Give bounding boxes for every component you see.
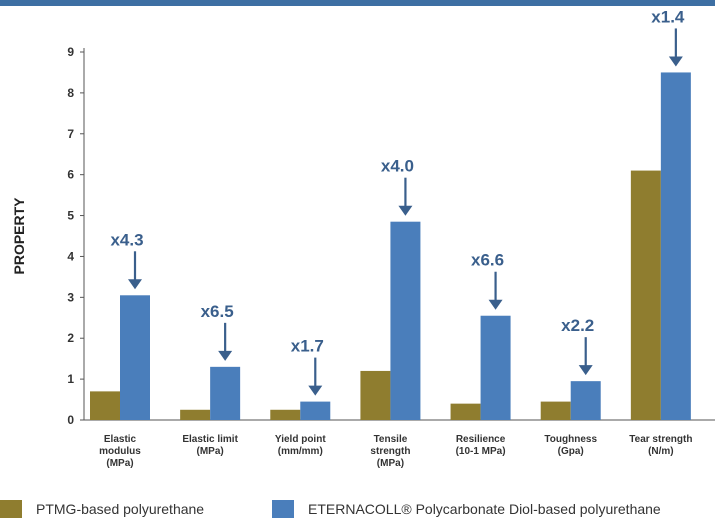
bar-eternacoll	[480, 315, 511, 420]
annotation-label: x2.2	[561, 316, 594, 335]
bar-eternacoll	[390, 221, 421, 420]
legend-label-eternacoll: ETERNACOLL® Polycarbonate Diol-based pol…	[308, 501, 661, 517]
y-tick-label: 4	[67, 249, 74, 263]
bar-eternacoll	[660, 72, 691, 420]
x-tick-label: (MPa)	[106, 458, 133, 469]
x-tick-label: Yield point	[275, 434, 326, 445]
x-tick-label: Toughness	[544, 434, 597, 445]
legend-label-ptmg: PTMG-based polyurethane	[36, 501, 205, 517]
x-tick-label: Elastic limit	[182, 434, 238, 445]
annotation-label: x6.5	[201, 302, 234, 321]
top-accent-bar	[0, 0, 715, 6]
y-tick-label: 0	[67, 413, 74, 427]
bar-ptmg	[360, 370, 391, 420]
legend-swatch-ptmg	[0, 500, 22, 518]
annotation-label: x4.0	[381, 157, 414, 176]
bar-eternacoll	[570, 381, 601, 420]
annotation-label: x1.4	[651, 7, 685, 26]
annotation-arrow-head	[668, 56, 683, 67]
x-tick-label: strength	[370, 446, 410, 457]
bar-eternacoll	[210, 366, 241, 420]
legend-swatch-eternacoll	[272, 500, 294, 518]
x-tick-label: (MPa)	[197, 446, 224, 457]
legend-item-eternacoll: ETERNACOLL® Polycarbonate Diol-based pol…	[272, 500, 661, 518]
annotation-arrow-head	[578, 365, 593, 376]
bar-ptmg	[270, 409, 301, 420]
x-tick-label: Tensile	[374, 434, 408, 445]
x-tick-label: modulus	[99, 446, 141, 457]
legend-item-ptmg: PTMG-based polyurethane	[0, 500, 204, 518]
x-tick-label: Elastic	[104, 434, 137, 445]
x-tick-label: Resilience	[456, 434, 506, 445]
annotation-arrow-head	[398, 205, 413, 216]
legend: PTMG-based polyurethane ETERNACOLL® Poly…	[0, 496, 715, 525]
y-tick-label: 1	[67, 372, 74, 386]
y-tick-label: 3	[67, 290, 74, 304]
x-tick-label: (N/m)	[648, 446, 674, 457]
y-tick-label: 7	[67, 127, 74, 141]
y-tick-label: 6	[67, 168, 74, 182]
x-tick-label: (10-1 MPa)	[456, 446, 506, 457]
annotation-label: x1.7	[291, 337, 324, 356]
bar-chart: 0123456789PROPERTYElasticmodulus(MPa)x4.…	[11, 7, 715, 469]
x-tick-label: (mm/mm)	[278, 446, 323, 457]
bar-ptmg	[180, 409, 211, 420]
y-tick-label: 2	[67, 331, 74, 345]
x-tick-label: Tear strength	[629, 434, 692, 445]
annotation-label: x6.6	[471, 251, 504, 270]
bar-ptmg	[450, 403, 481, 420]
bar-ptmg	[630, 170, 661, 420]
bar-ptmg	[90, 391, 120, 420]
y-tick-label: 5	[67, 209, 74, 223]
annotation-arrow-head	[218, 350, 233, 361]
y-tick-label: 8	[67, 86, 74, 100]
y-axis-title: PROPERTY	[11, 197, 27, 275]
bar-eternacoll	[300, 401, 331, 420]
annotation-label: x4.3	[110, 230, 143, 249]
annotation-arrow-head	[308, 385, 323, 396]
bar-eternacoll	[120, 295, 150, 420]
x-tick-label: (Gpa)	[558, 446, 584, 457]
y-tick-label: 9	[67, 45, 74, 59]
annotation-arrow-head	[128, 279, 142, 290]
x-tick-label: (MPa)	[377, 458, 404, 469]
bar-ptmg	[540, 401, 571, 420]
annotation-arrow-head	[488, 299, 503, 310]
